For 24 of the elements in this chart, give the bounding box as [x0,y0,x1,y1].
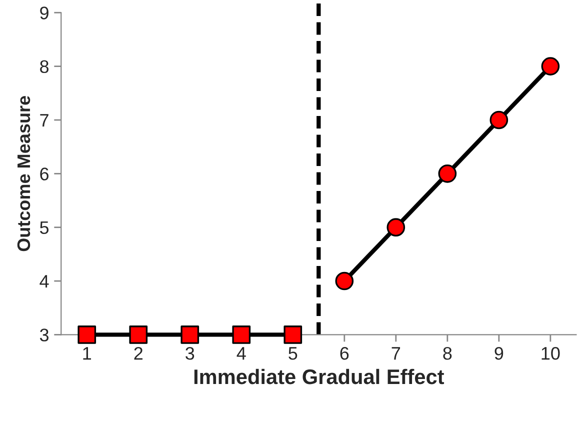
y-tick-label: 6 [40,168,49,180]
x-tick-label: 2 [134,346,142,360]
y-axis-title: Outcome Measure [17,96,30,252]
x-tick-label: 4 [236,347,246,360]
x-tick-label: 3 [186,346,194,360]
point [78,326,96,344]
y-tick-label: 5 [40,221,49,234]
x-tick-label: 8 [443,346,452,360]
x-tick-label: 6 [340,346,349,360]
x-tick-label: 7 [392,347,400,360]
x-tick-label: 5 [288,347,298,360]
point [180,326,200,344]
y-tick-label: 7 [40,114,48,127]
y-tick-label: 4 [40,275,49,288]
x-axis-title: Immediate Gradual Effect [194,368,444,384]
point [232,326,251,344]
point [129,326,148,344]
y-tick-label: 8 [40,60,49,74]
point [284,326,302,344]
y-tick-label: 9 [40,6,48,20]
x-tick-label: 1 [83,347,92,360]
y-tick-label: 3 [40,328,49,342]
x-tick-label: 9 [494,346,504,360]
x-tick-label: 10 [542,346,560,360]
